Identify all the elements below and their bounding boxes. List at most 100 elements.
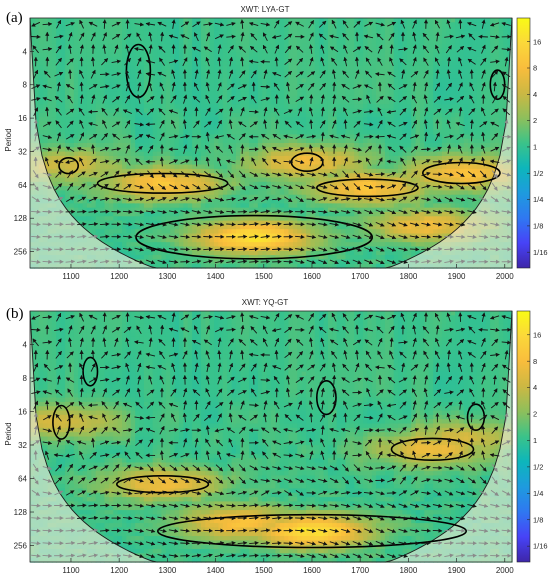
heatmap-cell: [284, 164, 290, 170]
heatmap-cell: [349, 125, 355, 131]
heatmap-cell: [275, 99, 281, 105]
heatmap-cell: [165, 35, 171, 41]
heatmap-cell: [130, 224, 136, 230]
heatmap-cell: [235, 186, 241, 192]
heatmap-cell: [122, 61, 127, 67]
heatmap-cell: [244, 56, 250, 62]
heatmap-cell: [135, 39, 141, 45]
heatmap-cell: [43, 86, 49, 92]
heatmap-cell: [262, 121, 268, 127]
heatmap-cell: [205, 164, 211, 170]
heatmap-cell: [205, 237, 211, 243]
heatmap-cell: [122, 242, 127, 248]
heatmap-cell: [306, 26, 312, 32]
heatmap-cell: [384, 255, 390, 260]
heatmap-cell: [249, 35, 255, 41]
heatmap-cell: [157, 78, 163, 84]
heatmap-cell: [91, 99, 97, 105]
heatmap-cell: [271, 108, 276, 114]
heatmap-cell: [174, 203, 180, 209]
heatmap-cell: [402, 147, 408, 153]
heatmap-cell: [398, 130, 404, 135]
heatmap-cell: [91, 220, 97, 226]
heatmap-cell: [301, 177, 307, 183]
heatmap-cell: [51, 147, 57, 153]
heatmap-cell: [38, 99, 44, 105]
heatmap-cell: [292, 99, 298, 105]
heatmap-cell: [108, 147, 114, 153]
heatmap-cell: [100, 160, 106, 166]
heatmap-cell: [363, 125, 368, 131]
heatmap-cell: [271, 181, 276, 187]
heatmap-cell: [222, 233, 228, 239]
heatmap-cell: [78, 186, 84, 192]
heatmap-cell: [327, 82, 333, 88]
heatmap-cell: [336, 147, 342, 153]
heatmap-cell: [161, 168, 167, 174]
heatmap-cell: [341, 263, 347, 269]
heatmap-cell: [292, 74, 298, 79]
heatmap-cell: [384, 164, 390, 170]
heatmap-cell: [323, 26, 329, 32]
heatmap-cell: [393, 48, 399, 54]
heatmap-cell: [327, 147, 333, 153]
heatmap-cell: [306, 108, 312, 114]
heatmap-cell: [214, 155, 220, 161]
heatmap-cell: [314, 255, 320, 260]
heatmap-cell: [60, 78, 66, 84]
heatmap-cell: [327, 134, 333, 140]
heatmap-cell: [222, 220, 228, 226]
heatmap-cell: [398, 242, 404, 248]
heatmap-cell: [231, 86, 237, 92]
heatmap-cell: [183, 43, 189, 49]
heatmap-cell: [323, 48, 329, 54]
heatmap-cell: [398, 39, 404, 45]
heatmap-cell: [310, 86, 316, 92]
heatmap-cell: [187, 91, 193, 97]
heatmap-cell: [214, 242, 220, 248]
heatmap-cell: [235, 117, 241, 123]
heatmap-cell: [363, 30, 368, 36]
heatmap-cell: [113, 207, 119, 213]
heatmap-cell: [60, 30, 66, 36]
heatmap-cell: [200, 65, 206, 71]
heatmap-cell: [78, 168, 84, 174]
heatmap-cell: [178, 263, 184, 269]
heatmap-cell: [130, 255, 136, 260]
heatmap-cell: [117, 138, 123, 144]
heatmap-cell: [200, 199, 206, 204]
heatmap-cell: [332, 65, 338, 71]
heatmap-cell: [227, 250, 233, 256]
heatmap-cell: [384, 168, 390, 174]
heatmap-cell: [69, 160, 75, 166]
heatmap-cell: [152, 134, 158, 140]
heatmap-cell: [34, 30, 40, 36]
heatmap-cell: [43, 121, 49, 127]
heatmap-cell: [231, 39, 237, 45]
heatmap-cell: [139, 224, 145, 230]
heatmap-cell: [249, 143, 255, 148]
heatmap-cell: [332, 242, 338, 248]
heatmap-cell: [384, 220, 390, 226]
heatmap-cell: [253, 56, 259, 62]
heatmap-cell: [222, 18, 228, 23]
heatmap-cell: [262, 203, 268, 209]
heatmap-cell: [227, 18, 233, 23]
heatmap-cell: [157, 48, 163, 54]
heatmap-cell: [205, 112, 211, 118]
heatmap-cell: [341, 104, 347, 110]
heatmap-cell: [363, 255, 368, 260]
heatmap-cell: [279, 216, 285, 222]
heatmap-cell: [249, 108, 255, 114]
heatmap-cell: [279, 246, 285, 252]
heatmap-cell: [82, 224, 88, 230]
heatmap-cell: [178, 138, 184, 144]
heatmap-cell: [249, 194, 255, 200]
heatmap-cell: [122, 194, 127, 200]
heatmap-cell: [279, 95, 285, 101]
heatmap-cell: [174, 151, 180, 157]
heatmap-cell: [82, 177, 88, 183]
heatmap-cell: [244, 160, 250, 166]
heatmap-cell: [314, 194, 320, 200]
heatmap-cell: [358, 95, 364, 101]
